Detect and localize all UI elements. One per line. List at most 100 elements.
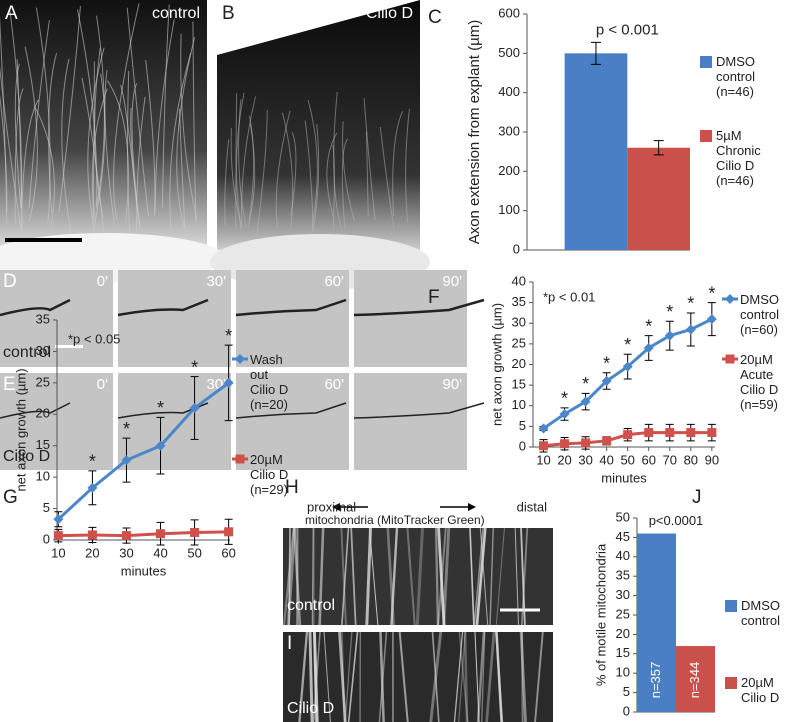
marker: [602, 436, 612, 446]
y-tick-label: 30: [616, 587, 630, 602]
axon-texture: [341, 138, 349, 228]
panel-label: G: [3, 487, 18, 508]
panel-label: J: [692, 487, 702, 508]
marker: [156, 529, 166, 539]
x-tick-label: 30: [578, 452, 592, 467]
significance-marker: *: [157, 398, 164, 418]
y-tick-label: 300: [498, 123, 520, 138]
significance-marker: *: [123, 419, 130, 439]
axon-texture: [106, 80, 129, 223]
kymograph-streak: [308, 631, 314, 722]
caption: Cilio D: [366, 5, 413, 22]
kymograph-streak: [286, 527, 297, 626]
y-axis-title: net axon growth (µm): [13, 368, 28, 491]
kymograph-streak: [283, 527, 295, 626]
micrograph-frame: [236, 373, 349, 470]
micrograph-frame: [354, 373, 467, 470]
x-tick-label: 20: [85, 545, 99, 560]
neurite: [353, 298, 485, 317]
marker: [539, 441, 549, 451]
axon-texture: [135, 96, 146, 233]
axon-texture: [154, 19, 175, 212]
y-tick-label: 15: [616, 645, 630, 660]
caption: control: [152, 5, 200, 22]
axon-texture: [281, 112, 294, 231]
bar-label: n=344: [687, 662, 702, 699]
marker: [623, 430, 633, 440]
axon-texture: [77, 9, 98, 209]
panel-label: I: [287, 633, 292, 654]
axon-texture: [307, 100, 318, 225]
marker: [559, 409, 570, 419]
kymograph-streak: [429, 631, 443, 722]
y-tick-label: 500: [498, 45, 520, 60]
axon-texture: [363, 98, 376, 221]
axon-texture: [87, 47, 105, 233]
significance-marker: *: [666, 302, 673, 322]
axon-texture: [113, 3, 140, 221]
kymograph-streak: [463, 631, 469, 722]
axon-texture: [179, 108, 186, 232]
neurite: [353, 402, 485, 419]
y-tick-label: 0: [623, 703, 630, 718]
annotation: p < 0.001: [596, 21, 659, 38]
axon-texture: [92, 73, 106, 233]
kymograph-streak: [453, 631, 464, 722]
y-tick-label: 25: [36, 374, 50, 389]
kymograph-streak: [475, 527, 487, 626]
caption: control: [287, 597, 335, 614]
time-label: 90': [442, 273, 462, 290]
legend-marker: [235, 454, 245, 464]
marker: [580, 396, 591, 407]
significance-marker: *: [645, 316, 652, 336]
x-tick-label: 90: [705, 452, 719, 467]
panel-label: H: [285, 477, 299, 498]
marker: [644, 428, 654, 438]
x-tick-label: 20: [557, 452, 571, 467]
axon-texture: [48, 53, 58, 213]
x-tick-label: 50: [620, 452, 634, 467]
legend-label: 20µM Cilio D: [741, 675, 780, 705]
kymograph-streak: [489, 527, 494, 626]
marker: [664, 330, 675, 341]
kymograph-streak: [474, 631, 480, 722]
kymograph-streak: [415, 527, 424, 626]
axon-texture: [224, 139, 230, 226]
axon-texture: [61, 58, 72, 235]
marker: [53, 514, 64, 525]
axon-texture: [176, 37, 196, 228]
micrograph-frame: [118, 270, 231, 367]
marker: [601, 376, 612, 386]
axon-texture: [326, 132, 338, 217]
marker: [121, 531, 131, 541]
panel-label: F: [428, 287, 440, 308]
axon-texture: [28, 20, 50, 209]
axon-texture: [235, 93, 238, 230]
y-tick-label: 35: [36, 311, 50, 326]
x-axis-title: minutes: [121, 563, 167, 578]
y-tick-label: 45: [616, 529, 630, 544]
axon-texture: [256, 109, 268, 236]
marker: [53, 531, 63, 541]
image-mask: [217, 0, 420, 55]
kymograph-streak: [519, 631, 527, 722]
legend-label: DMSO control (n=60): [740, 292, 780, 337]
micrograph-frame: [236, 270, 349, 367]
axon-texture: [58, 5, 81, 213]
panel-label: E: [3, 374, 16, 395]
significance-marker: *: [89, 452, 96, 472]
marker: [155, 440, 166, 451]
x-tick-label: 10: [51, 545, 65, 560]
significance-marker: *: [191, 357, 198, 377]
y-tick-label: 25: [512, 335, 526, 350]
y-axis-title: net axon growth (µm): [489, 303, 504, 426]
time-label: 30': [206, 273, 226, 290]
bar: [637, 533, 676, 712]
kymograph-streak: [458, 631, 466, 722]
axon-texture: [365, 131, 369, 217]
legend-label: 5µM Chronic Cilio D (n=46): [716, 128, 761, 188]
micrograph-a: [0, 0, 207, 250]
neurite: [235, 298, 347, 317]
marker: [622, 361, 633, 372]
